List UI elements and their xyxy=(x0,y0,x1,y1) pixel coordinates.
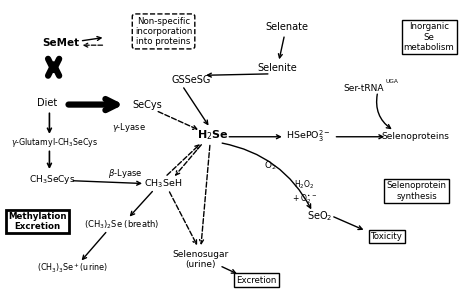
Text: Non-specific
incorporation
into proteins: Non-specific incorporation into proteins xyxy=(135,16,192,46)
Text: Selenoprotein
synthesis: Selenoprotein synthesis xyxy=(386,181,447,201)
Text: SeMet: SeMet xyxy=(43,38,80,48)
Text: Excretion: Excretion xyxy=(237,276,277,285)
Text: Selenate: Selenate xyxy=(265,22,309,32)
Text: H$_2$O$_2$
+ O$_2^{\bullet -}$: H$_2$O$_2$ + O$_2^{\bullet -}$ xyxy=(292,178,317,206)
Text: (CH$_3$)$_2$Se (breath): (CH$_3$)$_2$Se (breath) xyxy=(84,218,159,231)
Text: Toxicity: Toxicity xyxy=(371,232,403,241)
Text: CH$_3$SeH: CH$_3$SeH xyxy=(145,177,182,190)
Text: $\gamma$-Glutamyl-CH$_3$SeCys: $\gamma$-Glutamyl-CH$_3$SeCys xyxy=(10,136,98,149)
Text: O$_2$: O$_2$ xyxy=(264,160,277,172)
Text: H$_2$Se: H$_2$Se xyxy=(197,128,228,142)
Text: Methylation
Excretion: Methylation Excretion xyxy=(9,212,67,231)
Text: Selenoproteins: Selenoproteins xyxy=(381,132,449,141)
Text: $\gamma$-Lyase: $\gamma$-Lyase xyxy=(112,121,146,134)
Text: (CH$_3$)$_3$Se$^+$(urine): (CH$_3$)$_3$Se$^+$(urine) xyxy=(37,262,108,275)
Text: Selenosugar
(urine): Selenosugar (urine) xyxy=(173,250,229,269)
Text: Diet: Diet xyxy=(37,98,57,108)
Text: UGA: UGA xyxy=(386,79,399,84)
Text: SeCys: SeCys xyxy=(132,100,162,110)
Text: GSSeSG: GSSeSG xyxy=(172,75,211,85)
Text: CH$_3$SeCys: CH$_3$SeCys xyxy=(28,173,75,186)
Text: Ser-tRNA: Ser-tRNA xyxy=(344,84,384,93)
Text: Inorganic
Se
metabolism: Inorganic Se metabolism xyxy=(404,22,455,52)
Text: Selenite: Selenite xyxy=(258,63,298,73)
Text: $\beta$-Lyase: $\beta$-Lyase xyxy=(108,167,142,180)
Text: HSePO$_3^{2-}$: HSePO$_3^{2-}$ xyxy=(286,129,330,144)
Text: SeO$_2$: SeO$_2$ xyxy=(307,209,332,223)
